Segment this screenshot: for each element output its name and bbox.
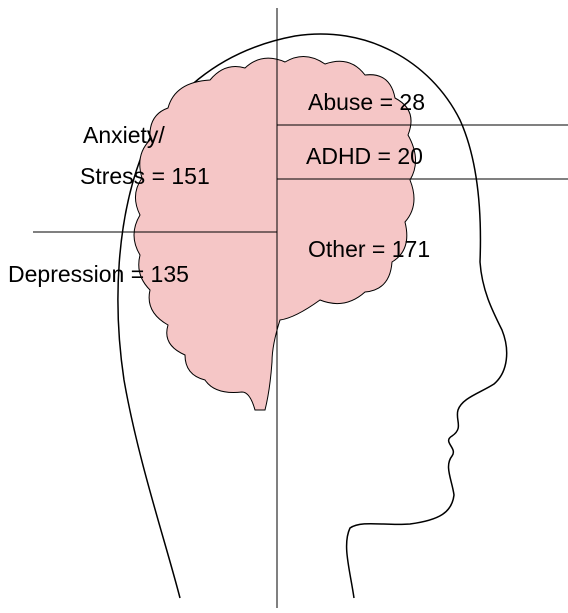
label-depression: Depression = 135 — [8, 261, 189, 287]
label-other: Other = 171 — [308, 236, 430, 262]
label-adhd: ADHD = 20 — [306, 143, 423, 169]
label-anxiety-line2: Stress = 151 — [80, 163, 210, 189]
head-diagram: Abuse = 28 ADHD = 20 Anxiety/ Stress = 1… — [0, 0, 568, 613]
label-anxiety-line1: Anxiety/ — [83, 122, 165, 148]
label-abuse: Abuse = 28 — [308, 89, 425, 115]
